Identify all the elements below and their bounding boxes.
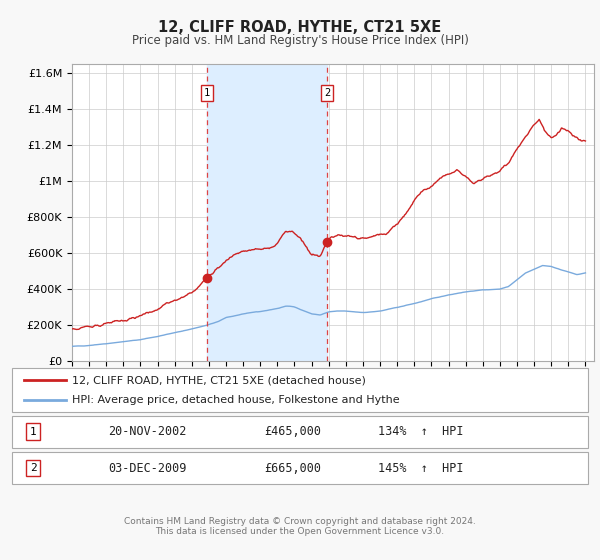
Text: 145%  ↑  HPI: 145% ↑ HPI — [378, 461, 464, 475]
Text: 1: 1 — [29, 427, 37, 437]
Text: 12, CLIFF ROAD, HYTHE, CT21 5XE: 12, CLIFF ROAD, HYTHE, CT21 5XE — [158, 20, 442, 35]
Text: 03-DEC-2009: 03-DEC-2009 — [108, 461, 187, 475]
Text: Contains HM Land Registry data © Crown copyright and database right 2024.: Contains HM Land Registry data © Crown c… — [124, 517, 476, 526]
Bar — [207, 64, 328, 361]
Text: 12, CLIFF ROAD, HYTHE, CT21 5XE (detached house): 12, CLIFF ROAD, HYTHE, CT21 5XE (detache… — [72, 375, 366, 385]
Text: £665,000: £665,000 — [264, 461, 321, 475]
Text: Price paid vs. HM Land Registry's House Price Index (HPI): Price paid vs. HM Land Registry's House … — [131, 34, 469, 46]
Text: 1: 1 — [204, 88, 210, 98]
Text: 2: 2 — [324, 88, 331, 98]
Text: 2: 2 — [29, 463, 37, 473]
Text: This data is licensed under the Open Government Licence v3.0.: This data is licensed under the Open Gov… — [155, 528, 445, 536]
Text: 134%  ↑  HPI: 134% ↑ HPI — [378, 425, 464, 438]
Text: HPI: Average price, detached house, Folkestone and Hythe: HPI: Average price, detached house, Folk… — [72, 395, 400, 405]
Text: 20-NOV-2002: 20-NOV-2002 — [108, 425, 187, 438]
Text: £465,000: £465,000 — [264, 425, 321, 438]
